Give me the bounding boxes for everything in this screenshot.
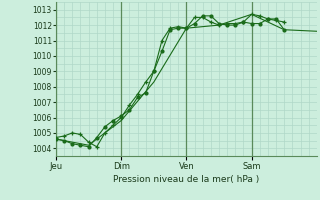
X-axis label: Pression niveau de la mer( hPa ): Pression niveau de la mer( hPa ) (113, 175, 260, 184)
